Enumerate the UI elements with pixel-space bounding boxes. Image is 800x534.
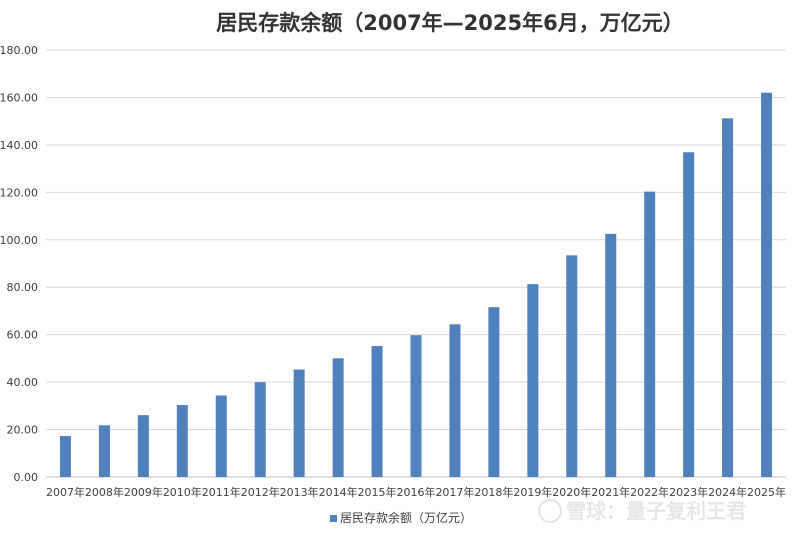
x-tick-label: 2008年 (85, 485, 124, 499)
x-axis-ticks: 2007年 2008年 2009年 2010年 2011年 2012年 2013年 2014年… (46, 485, 786, 499)
bar-8 (371, 346, 383, 477)
bar-16 (683, 152, 695, 477)
x-tick-label: 2025年 (747, 485, 786, 499)
y-tick-label: 80.00 (7, 281, 39, 294)
x-tick-label: 2019年 (513, 485, 552, 499)
bar-0 (59, 436, 71, 477)
y-tick-label: 140.00 (0, 139, 38, 152)
x-tick-label: 2024年 (708, 485, 747, 499)
y-tick-label: 0.00 (14, 471, 39, 484)
x-tick-label: 2020年 (552, 485, 591, 499)
y-tick-label: 60.00 (7, 329, 39, 342)
watermark: 雪球：量子复利王君 (538, 499, 746, 523)
x-tick-label: 2012年 (241, 485, 280, 499)
y-axis-ticks: 0.00 20.00 40.00 60.00 80.00 100.00 120.00 140.… (0, 44, 38, 484)
bar-3 (176, 405, 188, 477)
bar-9 (410, 335, 422, 477)
y-tick-label: 120.00 (0, 186, 38, 199)
bar-17 (722, 118, 734, 477)
legend-swatch (330, 515, 337, 522)
x-tick-label: 2023年 (669, 485, 708, 499)
bar-2 (137, 415, 149, 477)
x-tick-label: 2022年 (630, 485, 669, 499)
x-tick-label: 2011年 (202, 485, 241, 499)
x-tick-label: 2016年 (397, 485, 436, 499)
bar-13 (566, 255, 578, 477)
x-tick-label: 2013年 (280, 485, 319, 499)
y-tick-label: 20.00 (7, 424, 39, 437)
bar-4 (215, 395, 227, 477)
x-tick-label: 2018年 (474, 485, 513, 499)
y-tick-label: 180.00 (0, 44, 38, 57)
watermark-logo-icon (538, 499, 562, 523)
bar-5 (254, 382, 266, 477)
x-tick-label: 2007年 (46, 485, 85, 499)
bar-18 (761, 92, 773, 477)
y-tick-label: 160.00 (0, 91, 38, 104)
x-tick-label: 2014年 (319, 485, 358, 499)
bar-6 (293, 369, 305, 477)
legend-label: 居民存款余额（万亿元） (340, 510, 472, 525)
bar-12 (527, 284, 539, 477)
y-tick-label: 40.00 (7, 376, 39, 389)
x-tick-label: 2021年 (591, 485, 630, 499)
chart-title: 居民存款余额（2007年—2025年6月，万亿元） (216, 11, 684, 35)
bar-14 (605, 233, 617, 477)
x-tick-label: 2017年 (435, 485, 474, 499)
bar-15 (644, 191, 656, 477)
watermark-text: 雪球：量子复利王君 (566, 499, 746, 523)
bar-11 (488, 307, 500, 477)
legend: 居民存款余额（万亿元） (330, 510, 472, 525)
bar-series (59, 92, 773, 477)
x-tick-label: 2009年 (124, 485, 163, 499)
x-tick-label: 2015年 (358, 485, 397, 499)
bar-10 (449, 324, 461, 477)
bar-7 (332, 358, 344, 477)
gridlines (46, 49, 786, 478)
y-tick-label: 100.00 (0, 234, 38, 247)
bar-1 (98, 425, 110, 477)
x-tick-label: 2010年 (163, 485, 202, 499)
